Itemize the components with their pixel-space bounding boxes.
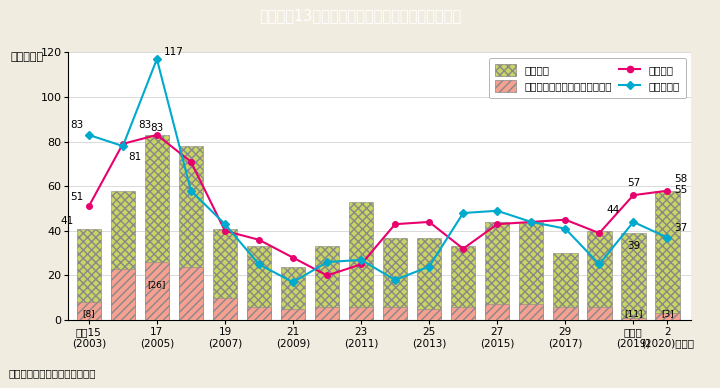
Bar bbox=[348, 307, 374, 320]
Text: 51: 51 bbox=[71, 192, 84, 202]
Text: 39: 39 bbox=[626, 241, 640, 251]
Bar bbox=[587, 307, 611, 320]
Bar bbox=[417, 237, 441, 320]
Bar bbox=[383, 237, 408, 320]
Text: 83: 83 bbox=[138, 120, 152, 130]
Bar bbox=[111, 269, 135, 320]
Bar bbox=[655, 191, 680, 320]
Bar bbox=[587, 231, 611, 320]
Bar bbox=[451, 307, 475, 320]
Text: [8]: [8] bbox=[83, 309, 95, 318]
Legend: 検挙人員, 検挙人員（うちブローカー数）, 検挙件数, 被害者総数: 検挙人員, 検挙人員（うちブローカー数）, 検挙件数, 被害者総数 bbox=[489, 57, 686, 98]
Text: 57: 57 bbox=[626, 178, 640, 189]
Text: （件，人）: （件，人） bbox=[11, 52, 44, 62]
Text: 81: 81 bbox=[128, 152, 141, 162]
Bar bbox=[212, 298, 237, 320]
Bar bbox=[281, 267, 305, 320]
Text: 117: 117 bbox=[163, 47, 184, 57]
Bar bbox=[621, 318, 646, 320]
Bar bbox=[145, 135, 169, 320]
Text: [3]: [3] bbox=[661, 309, 674, 318]
Text: [11]: [11] bbox=[624, 309, 642, 318]
Bar bbox=[212, 229, 237, 320]
Bar bbox=[281, 309, 305, 320]
Bar bbox=[553, 307, 577, 320]
Bar bbox=[111, 191, 135, 320]
Bar bbox=[348, 202, 374, 320]
Bar bbox=[417, 309, 441, 320]
Bar bbox=[655, 314, 680, 320]
Bar bbox=[553, 253, 577, 320]
Text: （備考）警察庁資料より作成。: （備考）警察庁資料より作成。 bbox=[9, 368, 96, 378]
Text: 58: 58 bbox=[674, 174, 688, 184]
Bar bbox=[485, 305, 510, 320]
Bar bbox=[485, 222, 510, 320]
Text: Ｉ－７－13図　人身取引事犯の検挙状況等の推移: Ｉ－７－13図 人身取引事犯の検挙状況等の推移 bbox=[259, 9, 461, 23]
Bar bbox=[621, 233, 646, 320]
Text: 55: 55 bbox=[674, 185, 688, 195]
Bar bbox=[247, 307, 271, 320]
Text: 41: 41 bbox=[60, 217, 73, 227]
Bar bbox=[315, 307, 339, 320]
Text: 37: 37 bbox=[674, 223, 688, 233]
Bar bbox=[145, 262, 169, 320]
Text: 83: 83 bbox=[71, 120, 84, 130]
Text: 83: 83 bbox=[150, 123, 163, 133]
Bar bbox=[247, 246, 271, 320]
Bar bbox=[179, 146, 203, 320]
Text: [26]: [26] bbox=[148, 280, 166, 289]
Bar bbox=[179, 267, 203, 320]
Bar bbox=[76, 229, 101, 320]
Bar bbox=[451, 246, 475, 320]
Bar bbox=[383, 307, 408, 320]
Bar bbox=[519, 305, 544, 320]
Bar bbox=[76, 302, 101, 320]
Bar bbox=[315, 246, 339, 320]
Text: 44: 44 bbox=[606, 205, 620, 215]
Bar bbox=[519, 222, 544, 320]
